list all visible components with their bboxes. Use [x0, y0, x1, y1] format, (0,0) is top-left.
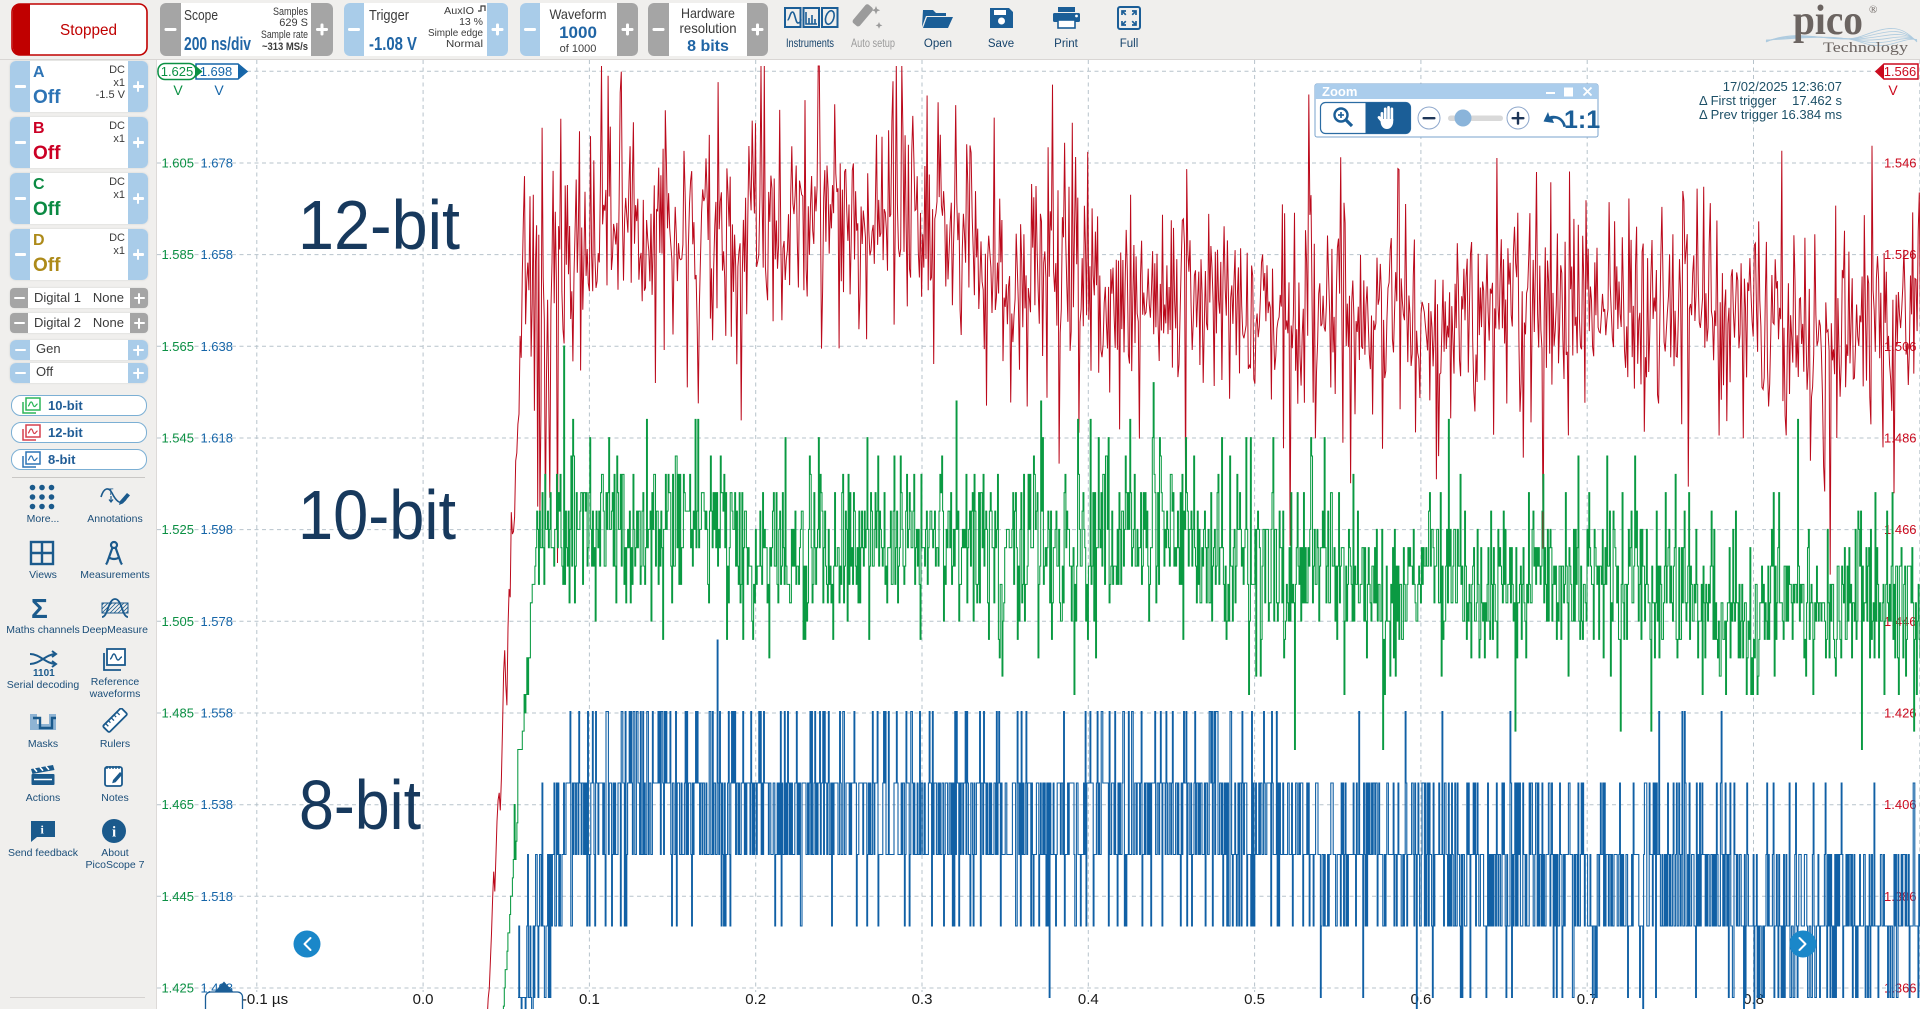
svg-text:of 1000: of 1000 [560, 43, 597, 55]
svg-text:Zoom: Zoom [1322, 84, 1357, 99]
svg-text:1.486: 1.486 [1884, 431, 1917, 446]
svg-text:1.566: 1.566 [1884, 64, 1917, 79]
svg-text:Print: Print [1054, 38, 1078, 50]
svg-text:1.625: 1.625 [161, 64, 194, 79]
svg-text:-0.1 µs: -0.1 µs [242, 991, 288, 1008]
svg-text:629 S: 629 S [279, 17, 308, 29]
svg-text:Δ Prev trigger: Δ Prev trigger [1699, 107, 1778, 122]
svg-text:1.618: 1.618 [200, 431, 233, 446]
svg-text:1.446: 1.446 [1884, 614, 1917, 629]
svg-text:~313 MS/s: ~313 MS/s [262, 41, 308, 53]
svg-text:V: V [214, 82, 224, 98]
svg-text:1.698: 1.698 [200, 64, 233, 79]
svg-text:1.605: 1.605 [161, 156, 194, 171]
svg-text:i: i [112, 825, 116, 841]
svg-text:1.546: 1.546 [1884, 156, 1917, 171]
svg-text:8-bit: 8-bit [299, 766, 421, 844]
svg-text:Samples: Samples [273, 6, 308, 18]
svg-text:0.0: 0.0 [413, 991, 434, 1008]
svg-text:Normal: Normal [446, 38, 483, 50]
svg-text:0.1: 0.1 [579, 991, 600, 1008]
svg-text:1.525: 1.525 [161, 522, 194, 537]
svg-text:17.462 s: 17.462 s [1792, 93, 1842, 108]
svg-text:1.558: 1.558 [200, 706, 233, 721]
svg-text:0.3: 0.3 [912, 991, 933, 1008]
svg-text:®: ® [1869, 4, 1877, 16]
svg-text:1.538: 1.538 [200, 797, 233, 812]
svg-text:1.505: 1.505 [161, 614, 194, 629]
svg-text:Hardware: Hardware [681, 5, 735, 21]
svg-text:1.678: 1.678 [200, 156, 233, 171]
svg-text:1.598: 1.598 [200, 522, 233, 537]
svg-text:1.526: 1.526 [1884, 247, 1917, 262]
svg-text:Auto setup: Auto setup [851, 38, 895, 50]
svg-text:12-bit: 12-bit [298, 186, 460, 264]
svg-text:1.386: 1.386 [1884, 889, 1917, 904]
svg-text:10-bit: 10-bit [298, 476, 456, 554]
svg-text:Open: Open [924, 38, 952, 50]
svg-text:i: i [41, 823, 45, 837]
svg-text:1.426: 1.426 [1884, 706, 1917, 721]
svg-text:Trigger: Trigger [369, 7, 409, 24]
svg-text:1000: 1000 [559, 23, 597, 42]
svg-text:Technology: Technology [1823, 40, 1909, 56]
svg-text:Scope: Scope [184, 7, 218, 24]
svg-text:V: V [1888, 82, 1898, 98]
svg-text:Sample rate: Sample rate [261, 29, 308, 41]
svg-text:1.658: 1.658 [200, 247, 233, 262]
svg-text:8 bits: 8 bits [687, 38, 729, 55]
svg-text:200 ns/div: 200 ns/div [184, 34, 251, 54]
svg-text:Save: Save [988, 38, 1014, 50]
svg-text:pico: pico [1793, 0, 1863, 44]
svg-text:Σ: Σ [31, 594, 48, 622]
svg-text:Waveform: Waveform [550, 6, 607, 22]
svg-text:Stopped: Stopped [60, 22, 117, 39]
svg-text:1.638: 1.638 [200, 339, 233, 354]
svg-text:1101: 1101 [33, 668, 55, 677]
svg-text:AuxIO: AuxIO [444, 5, 474, 17]
svg-text:0.4: 0.4 [1078, 991, 1099, 1008]
svg-text:Full: Full [1120, 38, 1139, 50]
svg-text:Instruments: Instruments [786, 38, 834, 50]
svg-text:1.425: 1.425 [161, 981, 194, 996]
svg-text:V: V [173, 82, 183, 98]
svg-text:0.6: 0.6 [1410, 991, 1431, 1008]
svg-text:1.406: 1.406 [1884, 797, 1917, 812]
svg-text:1.518: 1.518 [200, 889, 233, 904]
svg-text:13 %: 13 % [459, 16, 483, 28]
svg-text:1.545: 1.545 [161, 431, 194, 446]
svg-text:1.485: 1.485 [161, 706, 194, 721]
svg-text:16.384 ms: 16.384 ms [1781, 107, 1842, 122]
svg-text:-1.08 V: -1.08 V [369, 34, 417, 54]
svg-text:Δ First trigger: Δ First trigger [1699, 93, 1777, 108]
svg-text:Simple edge: Simple edge [428, 27, 483, 39]
svg-text:1.466: 1.466 [1884, 522, 1917, 537]
svg-text:1.565: 1.565 [161, 339, 194, 354]
svg-text:17/02/2025 12:36:07: 17/02/2025 12:36:07 [1723, 79, 1842, 94]
svg-text:1.445: 1.445 [161, 889, 194, 904]
svg-text:T: T [108, 487, 114, 497]
svg-text:1:1: 1:1 [1564, 106, 1600, 134]
svg-text:1.578: 1.578 [200, 614, 233, 629]
svg-text:1.585: 1.585 [161, 247, 194, 262]
svg-text:resolution: resolution [680, 20, 737, 36]
svg-text:0.5: 0.5 [1244, 991, 1265, 1008]
svg-text:0.2: 0.2 [745, 991, 766, 1008]
svg-text:1.465: 1.465 [161, 797, 194, 812]
